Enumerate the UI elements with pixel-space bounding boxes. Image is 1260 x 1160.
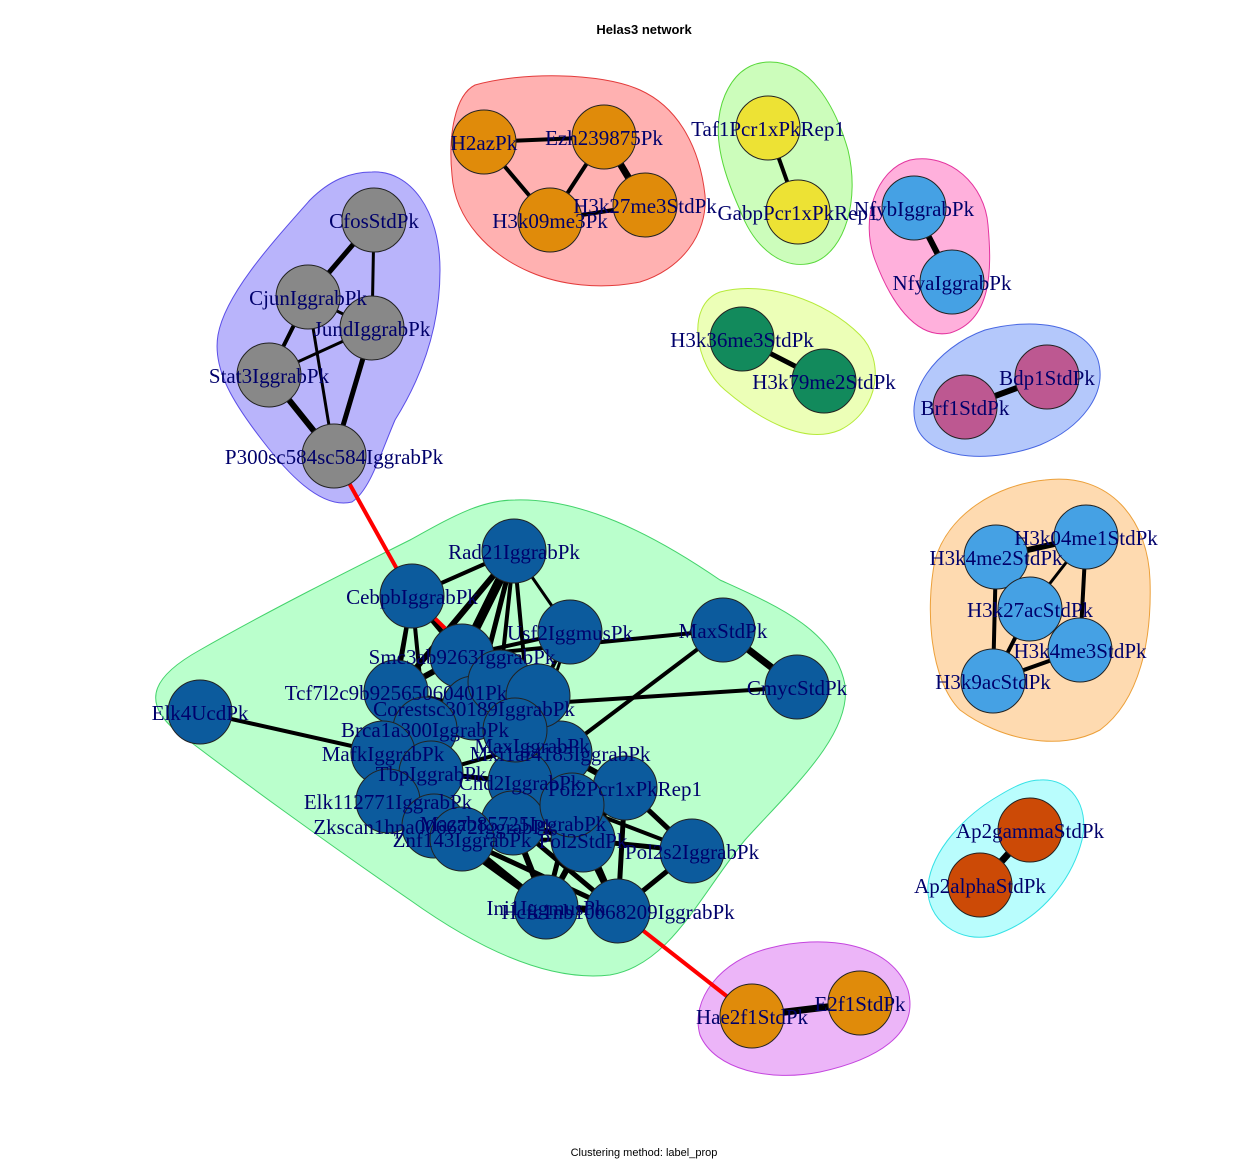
node-label-H3k09me3Pk: H3k09me3Pk [492,209,608,233]
node-label-Ini1IggmusPk: Ini1IggmusPk [486,896,606,920]
node-H3k36me3StdPk[interactable] [709,306,775,372]
node-label-CfosStdPk: CfosStdPk [329,209,419,233]
node-Extra3[interactable] [482,697,548,763]
node-label-NfybIggrabPk: NfybIggrabPk [854,197,975,221]
node-label-Pol2s2IggrabPk: Pol2s2IggrabPk [625,840,760,864]
node-label-CjunIggrabPk: CjunIggrabPk [249,286,367,310]
chart-title: Helas3 network [596,22,692,37]
node-label-Zkscan1hpa006672IggrabPk: Zkscan1hpa006672IggrabPk [313,815,555,839]
node-label-CebpbIggrabPk: CebpbIggrabPk [346,585,478,609]
cluster-hull-cfos [216,171,441,504]
node-label-Rad21IggrabPk: Rad21IggrabPk [448,540,580,564]
node-label-H3k9acStdPk: H3k9acStdPk [935,670,1051,694]
node-Bdp1StdPk[interactable] [1014,344,1080,410]
node-CjunIggrabPk[interactable] [275,264,341,330]
node-CfosStdPk[interactable] [341,187,407,253]
node-Extra4[interactable] [539,772,605,838]
node-label-Chd2IggrabPk: Chd2IggrabPk [459,771,582,795]
cluster-hull-ezh [450,75,706,287]
node-label-H3k27acStdPk: H3k27acStdPk [967,598,1094,622]
node-Hae2f1StdPk[interactable] [719,983,785,1049]
node-label-Stat3IggrabPk: Stat3IggrabPk [209,364,330,388]
node-label-H3k79me2StdPk: H3k79me2StdPk [752,370,896,394]
node-label-NfyaIggrabPk: NfyaIggrabPk [893,271,1012,295]
node-H3k27acStdPk[interactable] [997,576,1063,642]
node-label-H3k4me3StdPk: H3k4me3StdPk [1013,639,1147,663]
node-label-Mazab85725IggrabPk: Mazab85725IggrabPk [420,812,607,836]
node-H3k9acStdPk[interactable] [960,648,1026,714]
node-label-Usf2IggmusPk: Usf2IggmusPk [507,621,634,645]
node-Brf1StdPk[interactable] [932,374,998,440]
node-label-Pol2StdPk: Pol2StdPk [539,829,628,853]
node-label-Pol2Pcr1xPkRep1: Pol2Pcr1xPkRep1 [548,777,702,801]
node-Elk4UcdPk[interactable] [167,679,233,745]
node-label-TbpIggrabPk: TbpIggrabPk [376,762,487,786]
node-JundIggrabPk[interactable] [339,295,405,361]
node-H2azPk[interactable] [451,109,517,175]
node-H3k09me3Pk[interactable] [517,187,583,253]
node-label-Elk4UcdPk: Elk4UcdPk [152,701,249,725]
node-H3k4me3StdPk[interactable] [1047,617,1113,683]
node-label-Corestsc30189IggrabPk: Corestsc30189IggrabPk [373,697,575,721]
node-NfybIggrabPk[interactable] [881,175,947,241]
node-label-GabpPcr1xPkRep1: GabpPcr1xPkRep1 [718,201,879,225]
node-label-Elk112771IggrabPk: Elk112771IggrabPk [304,790,473,814]
node-H3k04me1StdPk[interactable] [1053,504,1119,570]
node-label-Znf143IggrabPk: Znf143IggrabPk [393,828,532,852]
node-Pol2s2IggrabPk[interactable] [659,818,725,884]
node-H3k27me3StdPk[interactable] [612,172,678,238]
node-label-H2azPk: H2azPk [451,131,518,155]
node-MaxStdPk[interactable] [690,597,756,663]
node-label-Smc3ab9263IggrabPk: Smc3ab9263IggrabPk [369,645,556,669]
node-label-H3k4me2StdPk: H3k4me2StdPk [929,546,1063,570]
node-label-MaxIggrabPk: MaxIggrabPk [474,734,590,758]
node-H3k79me2StdPk[interactable] [791,348,857,414]
node-label-E2f1StdPk: E2f1StdPk [814,992,906,1016]
node-P300[interactable] [301,423,367,489]
node-Usf2IggmusPk[interactable] [537,599,603,665]
node-NfyaIggrabPk[interactable] [919,249,985,315]
node-label-Ap2alphaStdPk: Ap2alphaStdPk [914,874,1046,898]
node-Taf1Pcr1xPkRep1[interactable] [735,95,801,161]
node-CebpbIggrabPk[interactable] [379,563,445,629]
node-label-P300: P300sc584sc584IggrabPk [225,445,444,469]
node-H3k4me2StdPk[interactable] [963,524,1029,590]
node-Hcfc1nb10068209IggrabPk[interactable] [585,878,651,944]
edge-MaxStdPk-Mxi1af4185IggrabPk [558,628,725,755]
node-label-Hae2f1StdPk: Hae2f1StdPk [696,1005,808,1029]
node-label-Brf1StdPk: Brf1StdPk [921,396,1010,420]
node-label-Ezh239875Pk: Ezh239875Pk [545,126,663,150]
nodes: CfosStdPk CjunIggrabPk JundIggrabPk Stat3Ig… [152,95,1159,1049]
node-label-H3k36me3StdPk: H3k36me3StdPk [670,328,814,352]
node-label-Mxi1af4185IggrabPk: Mxi1af4185IggrabPk [470,742,651,766]
node-label-Brca1a300IggrabPk: Brca1a300IggrabPk [341,718,509,742]
node-Znf143IggrabPk[interactable] [429,806,495,872]
node-label-H3k27me3StdPk: H3k27me3StdPk [573,194,717,218]
node-Ini1IggmusPk[interactable] [513,874,579,940]
node-label-Hcfc1nb10068209IggrabPk: Hcfc1nb10068209IggrabPk [501,900,735,924]
node-label-CmycStdPk: CmycStdPk [747,676,848,700]
node-Ezh239875Pk[interactable] [571,104,637,170]
node-E2f1StdPk[interactable] [827,970,893,1036]
node-label-Bdp1StdPk: Bdp1StdPk [999,366,1095,390]
node-Ap2alphaStdPk[interactable] [947,852,1013,918]
node-label-H3k04me1StdPk: H3k04me1StdPk [1014,526,1158,550]
node-Ap2gammaStdPk[interactable] [997,797,1063,863]
node-label-MaxStdPk: MaxStdPk [679,619,768,643]
node-labels: CfosStdPk CjunIggrabPk JundIggrabPk Stat3Ig… [152,117,1159,1029]
node-GabpPcr1xPkRep1[interactable] [765,179,831,245]
node-Stat3IggrabPk[interactable] [236,342,302,408]
node-label-JundIggrabPk: JundIggrabPk [314,317,431,341]
node-Rad21IggrabPk[interactable] [481,518,547,584]
node-label-Tcf7l2c9b92565060401Pk: Tcf7l2c9b92565060401Pk [285,681,508,705]
chart-caption: Clustering method: label_prop [571,1147,718,1159]
node-CmycStdPk[interactable] [764,654,830,720]
node-label-MafkIggrabPk: MafkIggrabPk [322,742,445,766]
node-label-Taf1Pcr1xPkRep1: Taf1Pcr1xPkRep1 [691,117,845,141]
node-label-Ap2gammaStdPk: Ap2gammaStdPk [956,819,1105,843]
